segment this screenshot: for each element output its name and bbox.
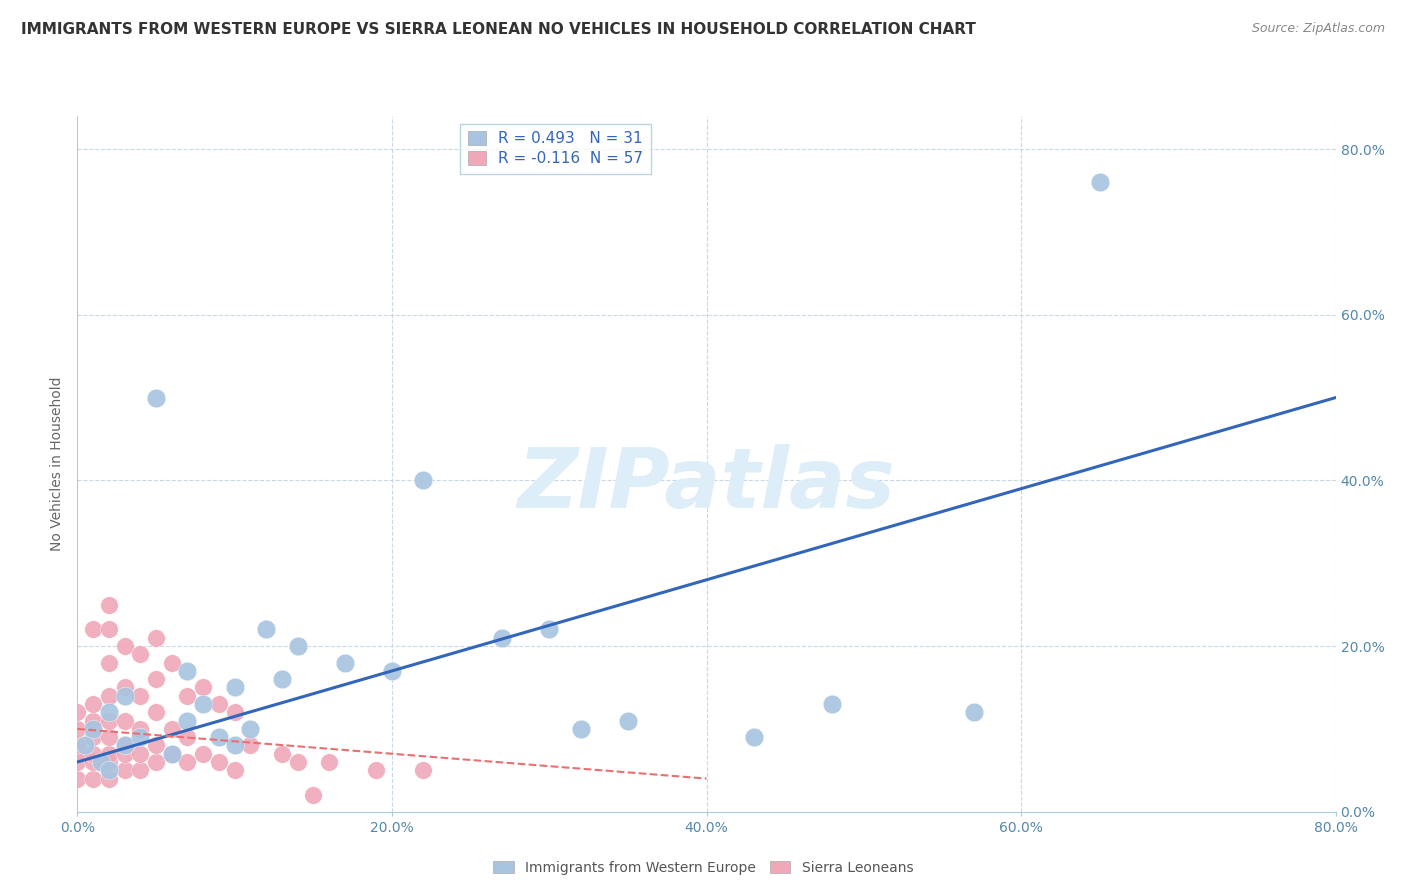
Point <box>239 739 262 753</box>
Point <box>617 714 640 728</box>
Point <box>97 656 120 670</box>
Point <box>224 739 246 753</box>
Point <box>287 639 309 653</box>
Point <box>176 730 198 744</box>
Point <box>176 689 198 703</box>
Point <box>538 623 561 637</box>
Point <box>66 739 89 753</box>
Point <box>114 747 136 761</box>
Point <box>82 730 104 744</box>
Point <box>569 722 592 736</box>
Point <box>381 664 404 678</box>
Point <box>191 681 215 695</box>
Point <box>97 730 120 744</box>
Point <box>97 689 120 703</box>
Point <box>114 639 136 653</box>
Point <box>129 689 152 703</box>
Text: ZIPatlas: ZIPatlas <box>517 444 896 525</box>
Point <box>145 391 167 405</box>
Point <box>145 672 167 686</box>
Point <box>963 706 986 720</box>
Point <box>160 747 183 761</box>
Point <box>114 739 136 753</box>
Point <box>82 755 104 769</box>
Text: Source: ZipAtlas.com: Source: ZipAtlas.com <box>1251 22 1385 36</box>
Point <box>208 730 231 744</box>
Point <box>145 706 167 720</box>
Point <box>97 755 120 769</box>
Point <box>224 681 246 695</box>
Point <box>97 714 120 728</box>
Point <box>114 681 136 695</box>
Point <box>97 598 120 612</box>
Point <box>66 755 89 769</box>
Point <box>821 697 844 711</box>
Point <box>114 689 136 703</box>
Point <box>366 764 388 778</box>
Point <box>97 772 120 786</box>
Point <box>270 747 292 761</box>
Point <box>82 697 104 711</box>
Point <box>66 747 89 761</box>
Point <box>333 656 356 670</box>
Point <box>176 664 198 678</box>
Point <box>82 714 104 728</box>
Point <box>491 631 513 645</box>
Point <box>114 764 136 778</box>
Point <box>176 714 198 728</box>
Point <box>224 764 246 778</box>
Point <box>145 755 167 769</box>
Point <box>412 474 434 488</box>
Point <box>160 722 183 736</box>
Text: IMMIGRANTS FROM WESTERN EUROPE VS SIERRA LEONEAN NO VEHICLES IN HOUSEHOLD CORREL: IMMIGRANTS FROM WESTERN EUROPE VS SIERRA… <box>21 22 976 37</box>
Point <box>160 747 183 761</box>
Point <box>66 706 89 720</box>
Point <box>97 764 120 778</box>
Point <box>82 772 104 786</box>
Point <box>82 623 104 637</box>
Point <box>191 747 215 761</box>
Point <box>66 722 89 736</box>
Point <box>1088 175 1111 189</box>
Point <box>75 739 97 753</box>
Point <box>176 755 198 769</box>
Point <box>97 706 120 720</box>
Point <box>97 747 120 761</box>
Point <box>208 755 231 769</box>
Point <box>318 755 340 769</box>
Point <box>239 722 262 736</box>
Point <box>129 764 152 778</box>
Point <box>224 706 246 720</box>
Point <box>129 747 152 761</box>
Legend: R = 0.493   N = 31, R = -0.116  N = 57: R = 0.493 N = 31, R = -0.116 N = 57 <box>460 124 651 174</box>
Point <box>129 722 152 736</box>
Point <box>129 648 152 662</box>
Point <box>254 623 277 637</box>
Point <box>97 623 120 637</box>
Point <box>270 672 292 686</box>
Point <box>742 730 765 744</box>
Point <box>412 764 434 778</box>
Point <box>191 697 215 711</box>
Point <box>66 772 89 786</box>
Point <box>208 697 231 711</box>
Point <box>82 747 104 761</box>
Point <box>160 656 183 670</box>
Y-axis label: No Vehicles in Household: No Vehicles in Household <box>51 376 65 551</box>
Point <box>145 631 167 645</box>
Point <box>82 722 104 736</box>
Point <box>302 788 325 802</box>
Point <box>287 755 309 769</box>
Point <box>129 730 152 744</box>
Point <box>114 714 136 728</box>
Point <box>145 739 167 753</box>
Legend: Immigrants from Western Europe, Sierra Leoneans: Immigrants from Western Europe, Sierra L… <box>488 855 918 880</box>
Point <box>114 739 136 753</box>
Point <box>90 755 112 769</box>
